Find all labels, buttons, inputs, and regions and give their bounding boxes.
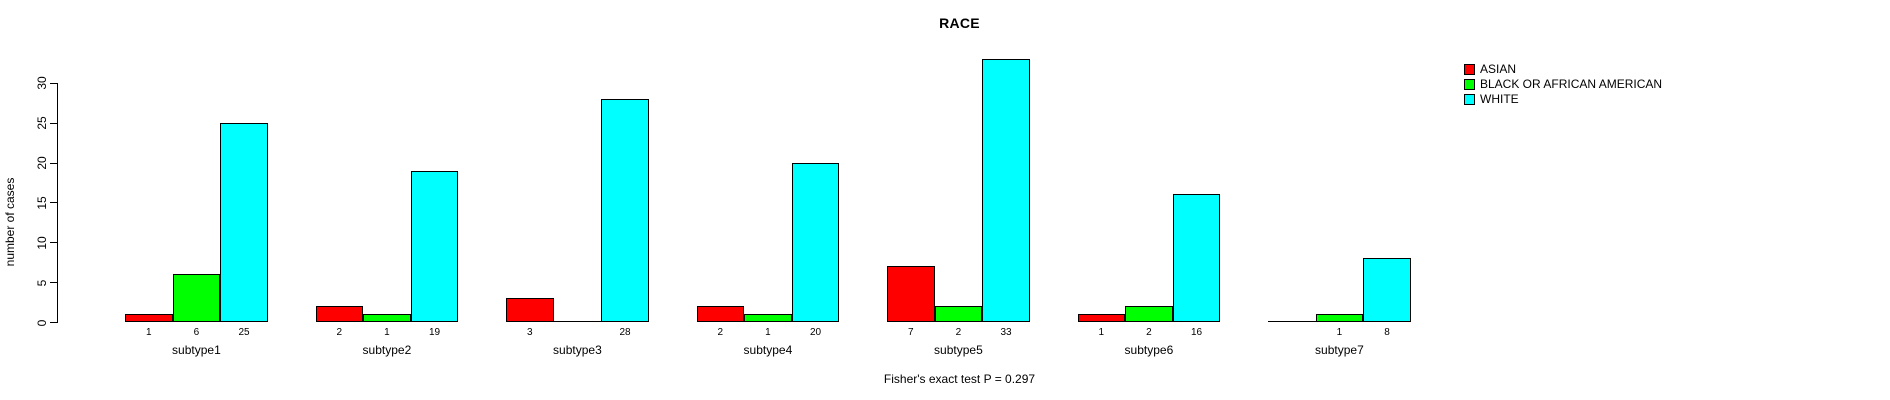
- legend-label: ASIAN: [1480, 62, 1517, 76]
- chart-footer: Fisher's exact test P = 0.297: [883, 372, 1036, 386]
- y-axis-line: [57, 82, 58, 323]
- y-axis-tick-label: 10: [35, 236, 49, 250]
- bar-asian-subtype1: [125, 314, 173, 322]
- x-category-label: subtype3: [553, 343, 602, 357]
- bar-black-or-african-american-subtype5: [934, 306, 983, 322]
- legend-swatch-white: [1464, 93, 1475, 105]
- bar-value-label: 20: [809, 327, 822, 338]
- bar-value-label: 2: [955, 327, 962, 338]
- bar-black-or-african-american-subtype7: [1315, 314, 1364, 322]
- y-axis-tick-label: 25: [35, 116, 49, 130]
- bar-value-label: 8: [1384, 327, 1390, 338]
- y-axis-tick: [50, 82, 57, 84]
- bar-value-label: 7: [908, 327, 914, 338]
- bar-black-or-african-american-subtype1: [172, 274, 221, 322]
- x-category-label: subtype7: [1315, 343, 1364, 357]
- legend-label: BLACK OR AFRICAN AMERICAN: [1480, 77, 1663, 91]
- bar-white-subtype2: [410, 171, 459, 322]
- y-axis-tick-label: 15: [35, 196, 49, 210]
- chart-title: RACE: [939, 15, 980, 31]
- y-axis-tick-label: 5: [35, 279, 49, 286]
- bar-value-label: 33: [1000, 327, 1012, 338]
- x-category-label: subtype1: [172, 343, 221, 357]
- y-axis-tick: [50, 202, 57, 204]
- bar-value-label: 6: [193, 327, 200, 338]
- bar-value-label: 16: [1190, 327, 1203, 338]
- y-axis-tick-label: 0: [35, 319, 49, 326]
- bar-asian-subtype7: [1268, 321, 1316, 322]
- legend-item-white: WHITE: [1464, 93, 1662, 105]
- y-axis-tick: [50, 282, 57, 284]
- bar-white-subtype5: [982, 59, 1030, 322]
- bar-value-label: 28: [619, 327, 631, 338]
- x-category-label: subtype2: [362, 343, 412, 357]
- bar-black-or-african-american-subtype6: [1125, 306, 1173, 322]
- bar-value-label: 2: [336, 327, 343, 338]
- bar-value-label: 3: [527, 327, 533, 338]
- y-axis-tick: [50, 122, 57, 124]
- x-category-label: subtype6: [1124, 343, 1174, 357]
- bar-value-label: 1: [765, 327, 771, 338]
- y-axis-tick: [50, 322, 57, 323]
- bar-white-subtype7: [1363, 258, 1411, 322]
- y-axis-tick-label: 30: [35, 76, 49, 91]
- bar-value-label: 19: [428, 327, 441, 338]
- bar-asian-subtype6: [1077, 314, 1126, 322]
- legend-item-black-or-african-american: BLACK OR AFRICAN AMERICAN: [1464, 78, 1662, 90]
- legend: ASIAN BLACK OR AFRICAN AMERICAN WHITE: [1464, 63, 1662, 105]
- bar-white-subtype1: [220, 123, 268, 322]
- bar-white-subtype3: [601, 99, 649, 322]
- legend-label: WHITE: [1480, 92, 1519, 106]
- x-category-label: subtype4: [743, 343, 793, 357]
- bar-asian-subtype2: [315, 306, 364, 322]
- bar-value-label: 25: [238, 327, 250, 338]
- y-axis-tick: [50, 162, 57, 164]
- y-axis-tick: [50, 242, 57, 244]
- bar-white-subtype6: [1172, 194, 1221, 322]
- bar-asian-subtype4: [696, 306, 745, 322]
- y-axis-tick-label: 20: [35, 156, 49, 170]
- bar-white-subtype4: [791, 163, 840, 322]
- bar-asian-subtype3: [506, 298, 554, 322]
- bar-value-label: 2: [717, 327, 724, 338]
- bar-value-label: 1: [1336, 327, 1343, 338]
- bar-value-label: 1: [146, 327, 152, 338]
- bar-black-or-african-american-subtype4: [744, 314, 792, 322]
- x-category-label: subtype5: [934, 343, 983, 357]
- legend-item-asian: ASIAN: [1464, 63, 1662, 75]
- bar-black-or-african-american-subtype2: [363, 314, 411, 322]
- bar-value-label: 1: [384, 327, 390, 338]
- bar-value-label: 2: [1146, 327, 1152, 338]
- legend-swatch-black-or-african-american: [1464, 78, 1475, 90]
- legend-swatch-asian: [1464, 63, 1475, 75]
- bar-value-label: 1: [1098, 327, 1105, 338]
- bar-asian-subtype5: [887, 266, 935, 322]
- bar-black-or-african-american-subtype3: [553, 321, 602, 322]
